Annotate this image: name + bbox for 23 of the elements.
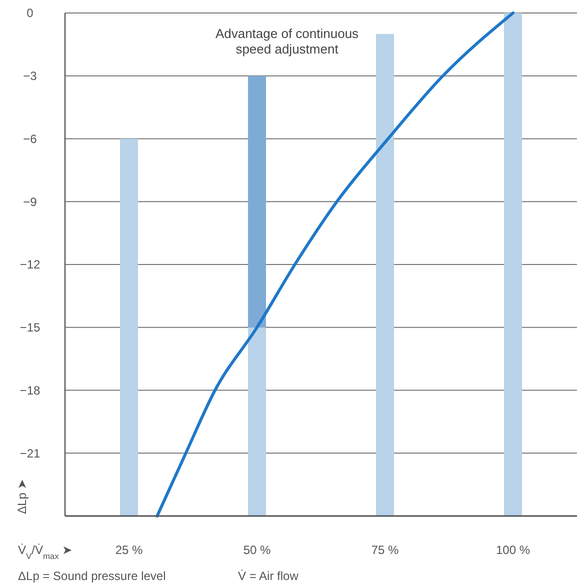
y-tick-label: −6 (23, 132, 38, 146)
y-tick-label: −21 (20, 446, 40, 460)
line-series (156, 12, 514, 518)
bar (504, 13, 522, 516)
y-tick-label: −15 (20, 320, 40, 335)
x-tick-label: 50 % (243, 543, 271, 557)
bar (248, 327, 266, 516)
text: V̇ = Air flow (238, 569, 299, 583)
bar (120, 138, 138, 516)
y-tick-label: −9 (23, 194, 38, 209)
x-tick-label: 25 % (115, 543, 143, 557)
y-tick-label: −3 (23, 69, 38, 84)
x-tick-label: 75 % (371, 543, 399, 557)
y-tick-label: −12 (20, 258, 40, 272)
bar (248, 76, 266, 328)
bar (376, 34, 394, 516)
x-axis-title: V̇$_{V}$/V̇$_{max}$ ➤ (18, 543, 72, 561)
annotation: Advantage of continuous speed adjustment (215, 26, 360, 57)
y-axis-title: ΔLp ➤ (15, 479, 29, 514)
text: ΔLp = Sound pressure level (18, 569, 166, 583)
y-tick-label: −18 (20, 383, 40, 398)
x-tick-label: 100 % (496, 543, 530, 557)
y-tick-label: 0 (26, 6, 34, 20)
